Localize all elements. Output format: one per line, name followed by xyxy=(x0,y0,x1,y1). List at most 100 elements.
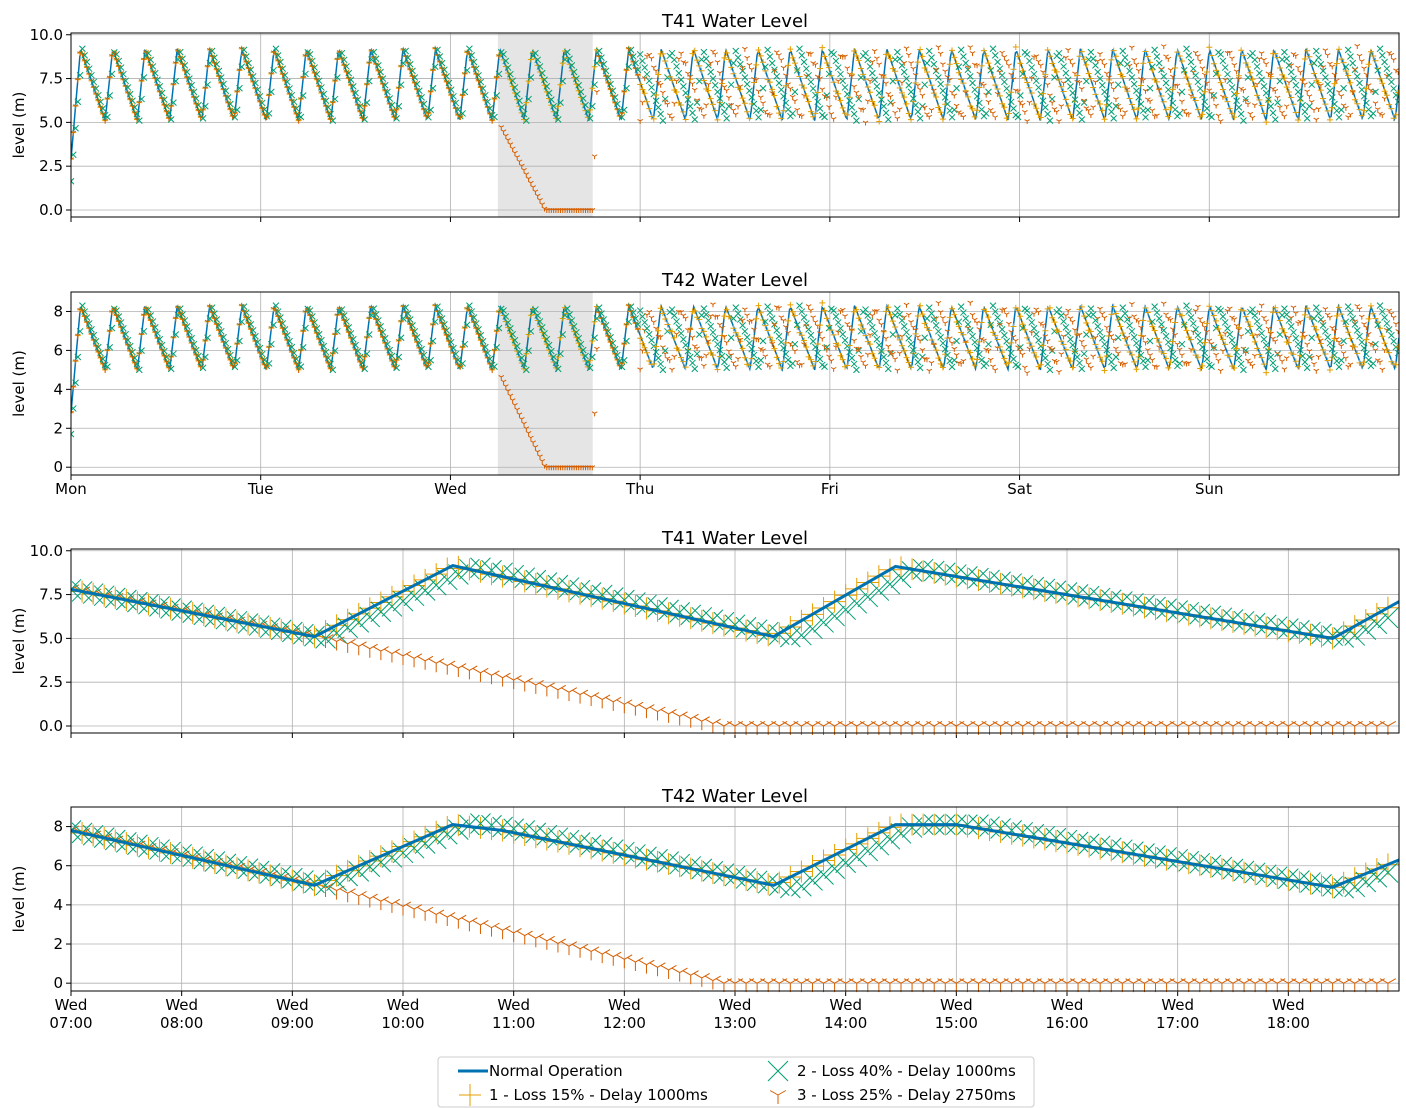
series-1-marker xyxy=(862,76,869,83)
series-2-marker xyxy=(1071,96,1079,103)
series-3-marker xyxy=(1160,44,1167,50)
series-1-marker xyxy=(521,116,528,123)
series-2-marker xyxy=(645,77,653,85)
series-2-marker xyxy=(907,88,915,96)
series-1-marker xyxy=(1049,314,1056,321)
series-2-marker xyxy=(138,95,145,103)
series-1-marker xyxy=(905,359,912,366)
series-1-marker xyxy=(1067,111,1074,118)
series-2-marker xyxy=(1014,113,1022,121)
series-1-marker xyxy=(671,334,678,341)
series-2-marker xyxy=(782,99,790,107)
series-3-marker xyxy=(1379,978,1397,993)
series-3-marker xyxy=(735,104,741,110)
series-2-marker xyxy=(775,332,783,340)
series-1-marker xyxy=(1204,68,1211,75)
series-1-marker xyxy=(709,101,716,108)
series-1-marker xyxy=(1037,114,1044,121)
series-3-marker xyxy=(1106,75,1112,81)
series-2-marker xyxy=(1076,359,1083,367)
series-1-marker xyxy=(650,360,657,367)
series-1-marker xyxy=(1033,353,1040,360)
series-2-marker xyxy=(700,305,708,312)
series-1-marker xyxy=(1333,60,1340,67)
series-2-marker xyxy=(509,330,517,338)
series-3-marker xyxy=(855,346,862,352)
series-2-marker xyxy=(1365,356,1373,364)
series-3-marker xyxy=(1322,306,1329,312)
series-2-marker xyxy=(1287,323,1295,330)
series-group xyxy=(71,299,1399,471)
series-1-marker xyxy=(682,116,689,123)
series-2-marker xyxy=(673,63,680,70)
series-2-marker xyxy=(1030,325,1038,332)
series-3-marker xyxy=(1063,55,1069,61)
series-1-marker xyxy=(502,318,509,325)
series-2-marker xyxy=(120,325,127,332)
series-2-marker xyxy=(1055,306,1063,313)
series-3-marker xyxy=(908,320,914,325)
series-2-marker xyxy=(370,305,378,312)
series-2-marker xyxy=(925,47,933,55)
series-2-marker xyxy=(850,110,858,118)
series-1-marker xyxy=(650,115,657,122)
series-2-marker xyxy=(520,110,528,118)
series-3-marker xyxy=(491,97,498,103)
series-3-marker xyxy=(864,352,871,358)
series-1-marker xyxy=(1058,83,1065,90)
series-3-marker xyxy=(867,332,873,338)
series-2-marker xyxy=(953,337,960,345)
series-2-marker xyxy=(1358,86,1366,94)
series-1-marker xyxy=(853,306,860,313)
series-2-marker xyxy=(1372,340,1379,348)
series-2-marker xyxy=(525,95,532,103)
x-tick-label: Wed 07:00 xyxy=(49,996,92,1032)
series-3-marker xyxy=(1081,98,1087,104)
series-1-marker xyxy=(1342,323,1349,330)
series-2-marker xyxy=(252,332,259,340)
series-2-marker xyxy=(1089,55,1097,63)
series-1-marker xyxy=(1024,79,1031,86)
series-3-marker xyxy=(1331,72,1338,78)
series-1-marker xyxy=(1226,105,1233,112)
series-2-marker xyxy=(750,351,758,359)
series-1-marker xyxy=(939,364,946,371)
series-2-marker xyxy=(805,325,812,333)
series-2-marker xyxy=(158,341,166,349)
y-tick-label: 7.5 xyxy=(39,586,63,604)
series-2-marker xyxy=(675,324,683,331)
series-1-marker xyxy=(1322,351,1329,358)
series-2-marker xyxy=(147,312,155,319)
series-2-marker xyxy=(639,313,646,320)
series-3-marker xyxy=(812,62,819,68)
series-2-marker xyxy=(969,79,976,87)
series-2-marker xyxy=(431,318,439,326)
series-2-marker xyxy=(1356,332,1363,340)
series-3-marker xyxy=(1008,329,1015,335)
series-1-marker xyxy=(1144,309,1151,316)
series-1-marker xyxy=(1149,323,1156,330)
series-2-marker xyxy=(900,68,908,76)
series-2-marker xyxy=(267,88,275,96)
series-1-marker xyxy=(1315,79,1322,86)
series-1-marker xyxy=(810,362,817,369)
series-3-marker xyxy=(1236,76,1242,82)
series-1-marker xyxy=(990,73,997,80)
series-2-marker xyxy=(618,113,626,121)
series-3-marker xyxy=(959,978,976,993)
series-3-marker xyxy=(826,354,832,360)
series-3-marker xyxy=(742,46,748,52)
series-1-marker xyxy=(1295,117,1302,124)
series-1-marker xyxy=(684,93,691,100)
series-2-marker xyxy=(1249,49,1256,57)
series-3-marker xyxy=(509,398,516,404)
series-2-marker xyxy=(1219,313,1227,320)
series-2-marker xyxy=(195,101,202,109)
series-3-marker xyxy=(707,61,714,67)
series-3-marker xyxy=(926,114,933,120)
series-3-marker xyxy=(937,51,944,57)
series-3-marker xyxy=(992,115,999,121)
series-3-marker xyxy=(638,959,655,974)
series-3-marker xyxy=(1024,119,1031,125)
series-3-marker xyxy=(739,318,746,324)
